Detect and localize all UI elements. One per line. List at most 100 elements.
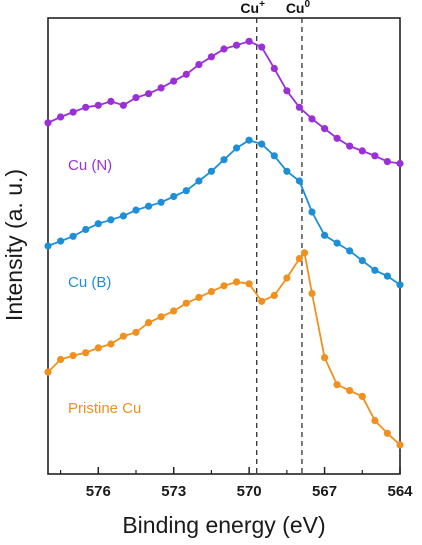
data-point-cu-b (82, 225, 90, 234)
data-point-cu-b (270, 152, 278, 160)
data-point-cu-n (321, 125, 329, 133)
data-point-pristine-cu (57, 355, 65, 364)
ref-label-sup: + (259, 0, 265, 10)
data-point-cu-b (371, 266, 379, 274)
data-point-cu-b (258, 140, 266, 148)
data-point-pristine-cu (245, 280, 253, 288)
data-point-pristine-cu (300, 249, 309, 257)
data-point-cu-n (308, 115, 316, 123)
series-layer: Cu (N) Cu (B) Pristine Cu (44, 37, 404, 449)
data-point-pristine-cu (358, 392, 366, 400)
data-point-cu-b (396, 281, 404, 289)
ref-label-1: Cu0 (286, 0, 311, 16)
data-point-cu-b (57, 237, 65, 245)
data-point-cu-b (383, 272, 391, 280)
data-point-cu-n (333, 134, 341, 142)
data-point-cu-n (182, 70, 190, 78)
data-point-pristine-cu (157, 313, 165, 321)
data-point-cu-n (195, 61, 203, 69)
data-point-cu-n (69, 108, 77, 116)
data-point-pristine-cu (233, 278, 241, 286)
data-point-pristine-cu (220, 282, 228, 290)
y-axis-title: Intensity (a. u.) (1, 169, 27, 321)
data-point-cu-n (245, 37, 253, 45)
data-point-cu-n (270, 64, 278, 73)
data-point-pristine-cu (207, 288, 215, 296)
data-point-pristine-cu (396, 441, 404, 449)
data-point-cu-b (69, 232, 77, 240)
x-axis: 576 573 570 567 564 (59, 467, 413, 500)
data-point-cu-b (245, 136, 253, 144)
data-point-pristine-cu (295, 255, 303, 263)
data-point-pristine-cu (346, 387, 354, 395)
data-point-pristine-cu (145, 319, 153, 327)
data-point-cu-n (358, 147, 366, 155)
data-point-cu-n (283, 87, 291, 95)
data-point-cu-n (57, 113, 65, 121)
data-point-cu-n (207, 53, 215, 61)
data-point-pristine-cu (321, 354, 329, 362)
data-point-cu-n (44, 119, 52, 127)
data-point-cu-n (94, 101, 102, 109)
data-point-cu-n (157, 84, 165, 92)
reference-lines: Cu+ Cu0 (240, 0, 310, 474)
data-point-cu-n (258, 43, 266, 51)
data-point-pristine-cu (119, 332, 127, 340)
data-point-cu-n (220, 45, 228, 53)
data-point-cu-b (170, 192, 178, 201)
panel-letter: B (0, 0, 14, 3)
data-point-cu-b (220, 156, 228, 164)
data-point-pristine-cu (258, 297, 266, 305)
data-point-pristine-cu (132, 328, 140, 336)
data-point-cu-b (233, 144, 241, 152)
data-point-cu-n (346, 142, 354, 150)
x-tick-label-576: 576 (86, 483, 111, 500)
data-point-cu-n (396, 159, 404, 168)
data-point-pristine-cu (170, 307, 178, 315)
ref-label-0: Cu+ (240, 0, 265, 16)
data-point-cu-n (107, 97, 115, 105)
x-axis-title: Binding energy (eV) (122, 512, 325, 538)
x-tick-label-573: 573 (161, 483, 186, 500)
data-point-pristine-cu (82, 349, 90, 357)
data-point-cu-n (295, 103, 303, 111)
data-point-cu-n (132, 94, 140, 102)
data-point-cu-b (94, 220, 102, 228)
data-point-cu-b (195, 177, 203, 185)
series-label-cu-b: Cu (B) (68, 274, 111, 291)
data-point-cu-n (145, 90, 153, 98)
ref-label-main: Cu (240, 0, 259, 16)
series-label-cu-n: Cu (N) (68, 157, 112, 174)
x-tick-label-570: 570 (237, 483, 262, 500)
data-point-cu-b (346, 247, 354, 255)
data-point-cu-b (207, 167, 215, 175)
data-point-cu-b (333, 239, 341, 247)
data-point-cu-b (44, 242, 52, 250)
data-point-cu-b (358, 257, 366, 265)
data-point-pristine-cu (44, 368, 52, 376)
ref-label-sup: 0 (304, 0, 310, 10)
data-point-cu-b (107, 216, 115, 224)
data-point-cu-b (132, 206, 140, 214)
data-point-cu-b (157, 198, 165, 206)
data-point-cu-b (119, 212, 127, 220)
data-point-pristine-cu (283, 274, 291, 282)
data-point-cu-n (383, 158, 391, 166)
data-point-pristine-cu (94, 344, 102, 352)
data-point-cu-b (283, 167, 291, 175)
data-point-pristine-cu (333, 381, 341, 389)
data-point-pristine-cu (383, 429, 391, 437)
data-point-pristine-cu (69, 352, 77, 360)
data-point-pristine-cu (182, 299, 190, 307)
data-point-pristine-cu (107, 340, 115, 348)
data-point-cu-n (170, 77, 178, 85)
data-point-pristine-cu (195, 293, 203, 301)
data-point-cu-b (295, 177, 303, 185)
data-point-cu-n (233, 41, 241, 49)
data-point-cu-b (308, 208, 316, 216)
data-point-cu-n (119, 101, 127, 109)
data-point-pristine-cu (371, 417, 379, 425)
data-point-cu-n (82, 103, 90, 111)
data-point-cu-n (371, 152, 379, 160)
